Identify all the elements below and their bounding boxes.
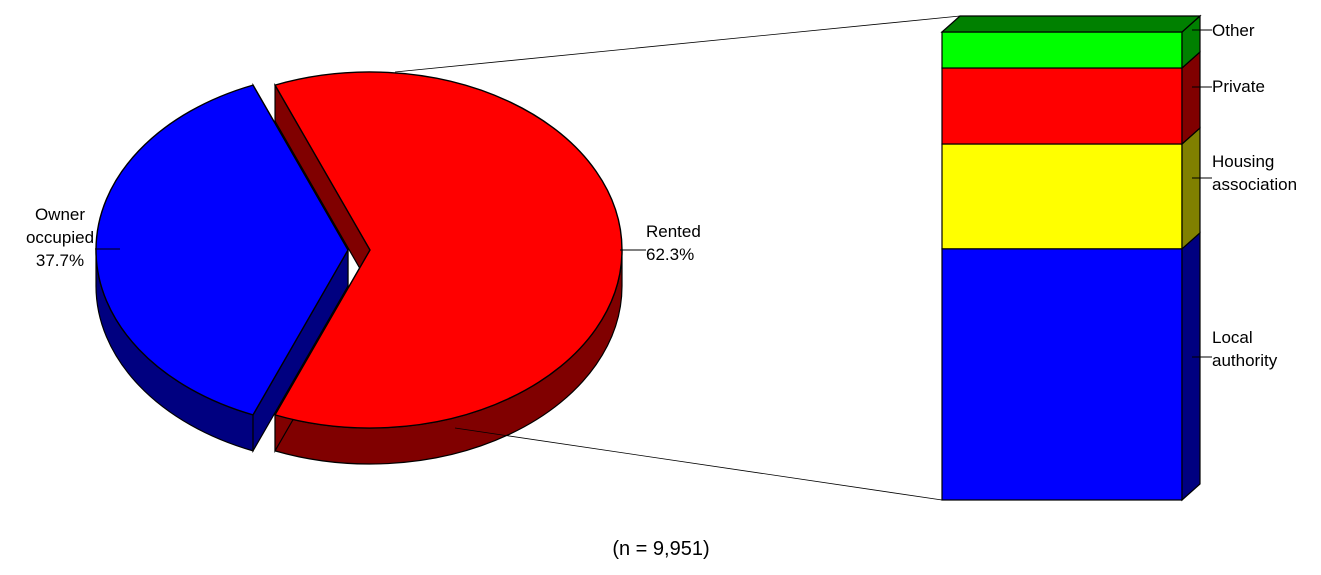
pie-label-rented-line: Rented <box>646 222 701 241</box>
bar-top-other <box>940 15 1202 33</box>
bar-label-private: Private <box>1212 77 1265 96</box>
bar-label-local-authority-line: authority <box>1212 351 1278 370</box>
bar-label-housing-association: Housing association <box>1212 152 1297 194</box>
pie-label-rented-line: 62.3% <box>646 245 694 264</box>
bar-segment-local-authority <box>941 231 1201 502</box>
bar-label-other: Other <box>1212 21 1255 40</box>
bar-segment-housing-association <box>941 126 1201 251</box>
pie-label-owner-occupied-line: 37.7% <box>36 251 84 270</box>
bar-label-local-authority: Local authority <box>1212 328 1278 370</box>
bar-side-housing-association <box>1181 126 1201 251</box>
bar-label-private-line: Private <box>1212 77 1265 96</box>
pie-label-owner-occupied: Owner occupied 37.7% <box>26 205 94 270</box>
bar-side-local-authority <box>1181 231 1201 502</box>
bar-front-private <box>941 67 1183 145</box>
stacked-bar <box>940 14 1202 502</box>
connector-lines <box>394 15 961 501</box>
pie-label-owner-occupied-line: occupied <box>26 228 94 247</box>
sample-size-note: (n = 9,951) <box>612 538 709 560</box>
connector-bottom <box>454 427 943 501</box>
pie-slice-rented <box>273 71 623 465</box>
pie-top-owner-occupied <box>95 84 349 416</box>
bar-front-other <box>941 31 1183 69</box>
pie-slice-owner-occupied <box>95 82 349 454</box>
bar-front-local-authority <box>941 248 1183 501</box>
pie-label-rented: Rented 62.3% <box>646 222 701 264</box>
bar-label-other-line: Other <box>1212 21 1255 40</box>
bar-label-housing-association-line: association <box>1212 175 1297 194</box>
pie-chart <box>95 71 623 465</box>
data-labels: Owner occupied 37.7% Rented 62.3% Local author… <box>26 21 1297 370</box>
bar-label-housing-association-line: Housing <box>1212 152 1274 171</box>
connector-top <box>394 15 961 73</box>
bar-front-housing-association <box>941 143 1183 250</box>
bar-label-local-authority-line: Local <box>1212 328 1253 347</box>
pie-label-owner-occupied-line: Owner <box>35 205 85 224</box>
bar-segment-other <box>940 14 1202 70</box>
